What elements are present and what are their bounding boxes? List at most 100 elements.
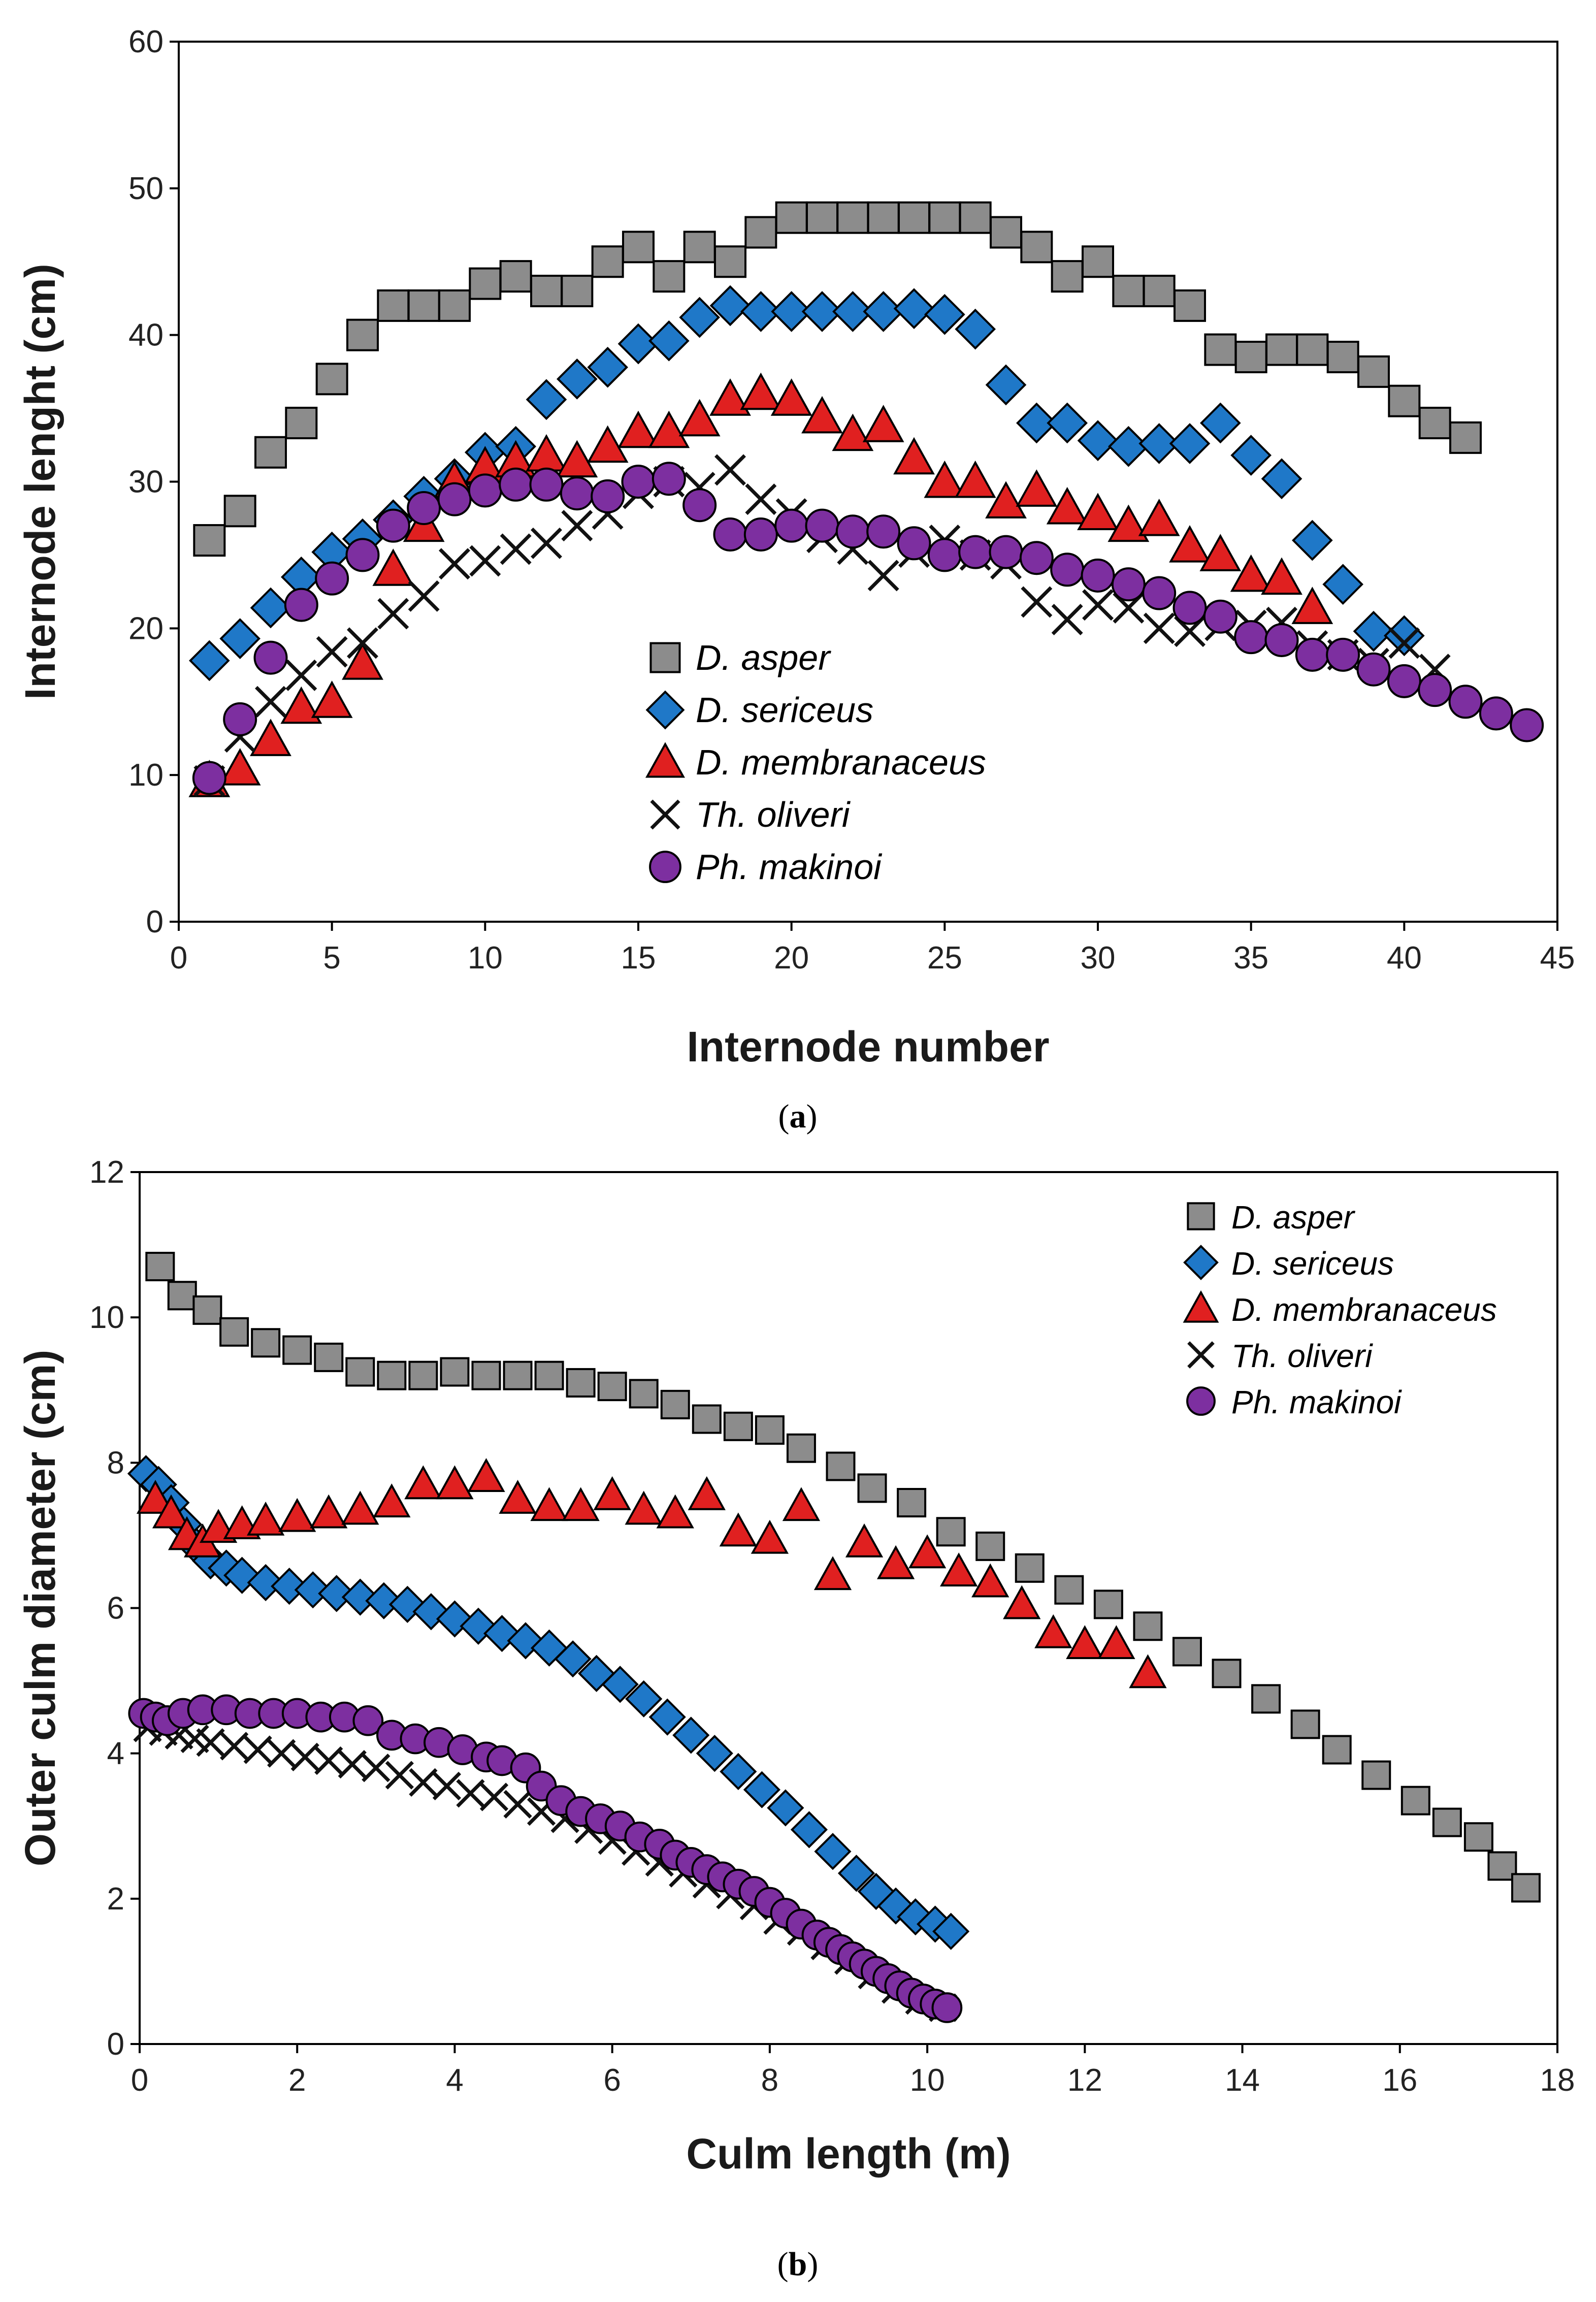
- data-point-membranaceus: [1046, 487, 1088, 525]
- x-axis-label: Culm length (m): [686, 2130, 1011, 2178]
- data-point-sericeus: [587, 346, 628, 388]
- data-point-oliveri: [408, 580, 440, 612]
- legend: D. asper D. sericeus D. membranaceus Th. ol…: [645, 638, 986, 887]
- data-point-membranaceus: [1066, 1625, 1104, 1660]
- x-tick-label: 40: [1387, 941, 1422, 976]
- data-point-sericeus: [1138, 423, 1180, 464]
- data-point-asper: [251, 1328, 281, 1358]
- data-point-asper: [1093, 1590, 1123, 1619]
- data-point-membranaceus: [311, 680, 353, 718]
- panel-label-open: (: [778, 1098, 790, 1135]
- x-tick-label: 15: [621, 941, 656, 976]
- data-point-asper: [1234, 340, 1267, 373]
- data-point-membranaceus: [556, 440, 598, 478]
- data-point-membranaceus: [247, 1501, 285, 1536]
- data-point-makinoi: [931, 1992, 963, 2023]
- data-point-asper: [1361, 1760, 1391, 1790]
- legend-marker-membranaceus: [645, 742, 686, 778]
- y-tick-label: 6: [107, 1591, 124, 1626]
- panel-label-close: ): [806, 1098, 818, 1135]
- data-point-oliveri: [1082, 589, 1114, 621]
- data-point-membranaceus: [688, 1476, 726, 1510]
- data-point-membranaceus: [587, 425, 629, 463]
- legend-marker-makinoi: [649, 851, 681, 883]
- x-tick-label: 45: [1540, 941, 1575, 976]
- data-point-membranaceus: [436, 1465, 474, 1500]
- data-point-asper: [1322, 1735, 1352, 1765]
- y-tick-label: 12: [89, 1155, 124, 1190]
- data-point-oliveri: [500, 533, 532, 565]
- data-point-membranaceus: [372, 548, 414, 586]
- data-point-sericeus: [189, 640, 230, 682]
- data-point-membranaceus: [924, 460, 966, 498]
- data-point-sericeus: [743, 1771, 780, 1808]
- data-point-sericeus: [985, 364, 1027, 406]
- data-point-membranaceus: [526, 434, 567, 472]
- panel-label-open: (: [777, 2246, 789, 2283]
- data-point-asper: [653, 260, 686, 293]
- data-point-makinoi: [1326, 637, 1360, 672]
- data-point-asper: [1326, 340, 1359, 373]
- data-point-sericeus: [247, 1564, 284, 1601]
- data-point-sericeus: [767, 1789, 804, 1827]
- data-point-asper: [345, 1357, 375, 1387]
- data-point-asper: [786, 1433, 816, 1463]
- y-tick-label: 4: [107, 1736, 124, 1771]
- data-point-makinoi: [1510, 708, 1544, 742]
- data-point-makinoi: [1172, 591, 1207, 625]
- data-point-oliveri: [469, 545, 501, 577]
- data-point-asper: [1388, 384, 1421, 417]
- data-point-membranaceus: [530, 1487, 568, 1521]
- data-point-membranaceus: [625, 1490, 663, 1525]
- panel-label: (b): [777, 2246, 819, 2283]
- legend-label-oliveri: Th. oliveri: [1231, 1338, 1373, 1374]
- x-axis-label: Internode number: [687, 1023, 1049, 1071]
- data-point-sericeus: [271, 1567, 308, 1605]
- data-point-makinoi: [1356, 652, 1391, 687]
- data-point-makinoi: [591, 479, 625, 513]
- data-point-makinoi: [1142, 576, 1177, 610]
- series-makinoi: [128, 1694, 963, 2023]
- x-axis: 0 5 10 15 20 25 30 35 40 45: [170, 922, 1575, 976]
- data-point-makinoi: [927, 538, 962, 572]
- data-point-oliveri: [196, 1728, 225, 1757]
- chart-panel-a: 0 10 20 30 40 50 60 0 5 10 15 20 25 30 35 40 45 Internode…: [16, 24, 1575, 1135]
- series-membranaceus: [136, 1458, 1167, 1689]
- data-point-makinoi: [989, 535, 1023, 569]
- data-point-asper: [959, 201, 992, 234]
- data-point-makinoi: [284, 588, 318, 622]
- data-point-membranaceus: [593, 1476, 631, 1510]
- legend-label-asper: D. asper: [1231, 1199, 1356, 1236]
- y-tick-label: 0: [107, 2027, 124, 2062]
- data-point-asper: [683, 231, 716, 264]
- x-tick-label: 12: [1067, 2063, 1102, 2098]
- data-point-sericeus: [557, 358, 598, 400]
- data-point-sericeus: [365, 1582, 403, 1619]
- data-point-oliveri: [439, 548, 470, 580]
- data-point-oliveri: [243, 1735, 272, 1764]
- data-point-membranaceus: [310, 1494, 348, 1529]
- data-point-asper: [1112, 275, 1145, 308]
- data-point-sericeus: [318, 1575, 355, 1612]
- data-point-makinoi: [743, 517, 778, 552]
- data-point-makinoi: [1050, 553, 1085, 587]
- data-point-asper: [1082, 245, 1114, 278]
- data-point-membranaceus: [751, 1519, 789, 1554]
- data-point-makinoi: [1264, 623, 1299, 657]
- legend-label-makinoi: Ph. makinoi: [1231, 1384, 1402, 1420]
- data-point-membranaceus: [940, 1552, 978, 1586]
- x-tick-label: 8: [761, 2063, 778, 2098]
- data-point-asper: [1174, 289, 1206, 322]
- data-point-membranaceus: [1003, 1585, 1041, 1619]
- legend: D. asper D. sericeus D. membranaceus Th. ol…: [1183, 1199, 1497, 1420]
- data-point-asper: [407, 289, 440, 322]
- data-point-sericeus: [837, 1855, 875, 1892]
- data-point-asper: [167, 1281, 197, 1311]
- data-point-membranaceus: [832, 413, 874, 451]
- data-point-membranaceus: [1108, 504, 1150, 542]
- data-point-makinoi: [192, 761, 226, 795]
- data-point-sericeus: [832, 291, 873, 332]
- data-point-makinoi: [866, 514, 901, 549]
- data-point-sericeus: [893, 288, 935, 330]
